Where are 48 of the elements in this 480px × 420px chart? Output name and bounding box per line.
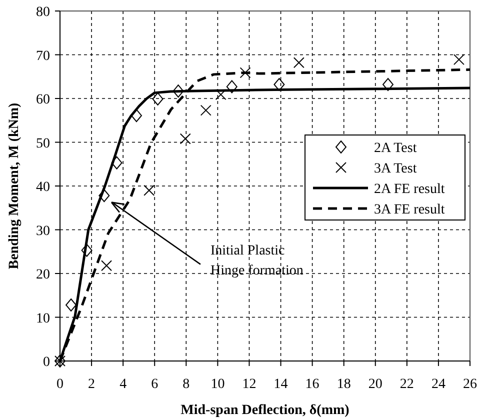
x-axis-title: Mid-span Deflection, δ(mm) [180,403,350,418]
y-tick-label: 80 [36,5,50,20]
legend-label: 3A Test [374,162,417,176]
legend-label: 2A FE result [374,182,445,197]
y-tick-label: 10 [36,311,50,326]
y-tick-label: 20 [36,268,50,282]
point [200,104,212,116]
x-tick-label: 22 [400,377,414,392]
x-tick-label: 10 [210,377,225,392]
x-tick-label: 24 [431,377,446,392]
point [81,244,92,257]
point [274,78,285,91]
point [226,80,238,94]
point [111,156,122,170]
y-tick-label: 0 [43,355,50,370]
point [215,89,226,100]
point [101,260,112,272]
point [180,133,191,144]
point [130,109,142,122]
x-tick-label: 2 [88,377,96,392]
point [172,84,184,98]
x-tick-label: 20 [368,377,382,392]
x-tick-label: 16 [305,377,320,392]
point [144,184,155,196]
point [240,67,251,78]
y-axis-title: Bending Moment, M (kNm) [7,102,22,270]
point [66,298,77,312]
x-tick-label: 8 [182,377,190,392]
y-tick-label: 40 [36,180,50,195]
x-tick-label: 14 [274,377,288,392]
x-tick-label: 6 [151,377,158,392]
legend-label: 3A FE result [374,202,445,218]
x-tick-label: 0 [56,377,64,392]
y-tick-label: 70 [36,48,50,64]
point [98,189,110,202]
x-tick-label: 26 [463,377,477,392]
x-tick-label: 18 [336,377,351,392]
annotation: Initial Plastic Hinge formation [210,243,304,278]
point [382,78,394,91]
point [152,92,164,106]
y-tick-label: 30 [36,224,50,239]
point [293,57,304,68]
y-tick-label: 60 [36,92,50,108]
x-tick-label: 12 [242,377,256,392]
legend-label: 2A Test [374,141,417,156]
point [453,54,464,66]
y-tick-label: 50 [36,136,50,152]
x-tick-label: 4 [120,377,127,392]
